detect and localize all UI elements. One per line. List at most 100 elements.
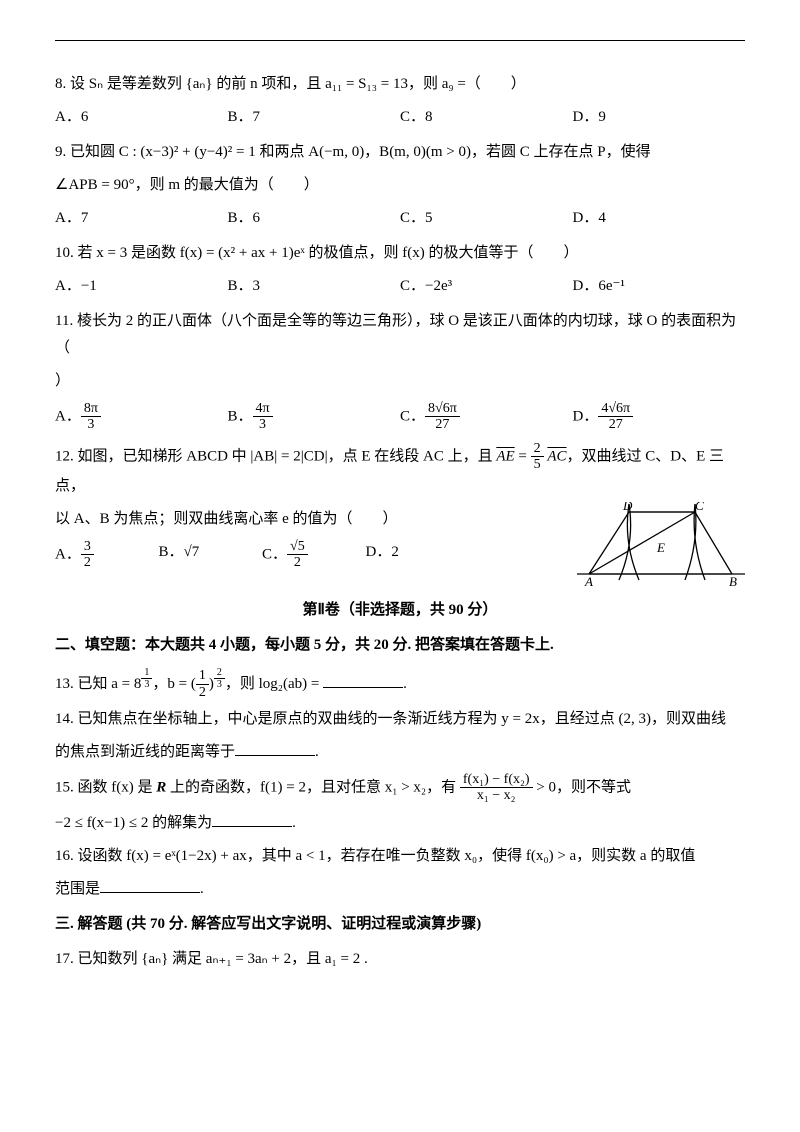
- q8-opt-c[interactable]: C．8: [400, 104, 573, 131]
- q11-line1: 11. 棱长为 2 的正八面体（八个面是全等的等边三角形），球 O 是该正八面体…: [55, 308, 745, 362]
- q15-blank[interactable]: [212, 812, 292, 827]
- q13-d: ，则 log₂(ab) =: [225, 676, 323, 692]
- q16-line2-wrap: 范围是.: [55, 876, 745, 903]
- q8-a-val: 6: [81, 109, 89, 125]
- q12-c-den: 2: [287, 555, 308, 570]
- q12-opt-a[interactable]: A．32: [55, 539, 159, 571]
- q10-opt-c[interactable]: C．−2e³: [400, 273, 573, 300]
- q15-line2-wrap: −2 ≤ f(x−1) ≤ 2 的解集为.: [55, 810, 745, 837]
- q10-a-val: −1: [81, 278, 97, 294]
- q10-c-val: −2e³: [425, 278, 452, 294]
- q14-blank[interactable]: [235, 741, 315, 756]
- q16-line1: 16. 设函数 f(x) = eˣ(1−2x) + ax，其中 a < 1，若存…: [55, 843, 745, 870]
- q12-frac-n: 2: [531, 441, 544, 457]
- q12-a-den: 2: [81, 555, 94, 570]
- q8-d-val: 9: [598, 109, 606, 125]
- q13-b: ，b = (: [152, 676, 195, 692]
- q15-R: R: [156, 779, 166, 795]
- q9-opt-c[interactable]: C．5: [400, 205, 573, 232]
- q11-options: A．8π3 B．4π3 C．8√6π27 D．4√6π27: [55, 401, 745, 433]
- q12-b-val: √7: [184, 544, 200, 560]
- section3-heading: 三. 解答题 (共 70 分. 解答应写出文字说明、证明过程或演算步骤): [55, 911, 745, 938]
- q10-opt-d[interactable]: D．6e⁻¹: [573, 273, 746, 300]
- q10-stem: 10. 若 x = 3 是函数 f(x) = (x² + ax + 1)eˣ 的…: [55, 240, 745, 267]
- q10-d-val: 6e⁻¹: [598, 278, 625, 294]
- q8-stem: 8. 设 Sₙ 是等差数列 {aₙ} 的前 n 项和，且 a₁₁ = S₁₃ =…: [55, 71, 745, 98]
- q11-opt-b[interactable]: B．4π3: [228, 401, 401, 433]
- q12-opt-b[interactable]: B．√7: [159, 539, 263, 571]
- q9-opt-a[interactable]: A．7: [55, 205, 228, 232]
- top-rule: [55, 40, 745, 41]
- q11-opt-d[interactable]: D．4√6π27: [573, 401, 746, 433]
- svg-text:C: C: [695, 502, 704, 513]
- q11-opt-c[interactable]: C．8√6π27: [400, 401, 573, 433]
- q8-b-val: 7: [253, 109, 261, 125]
- q13-blank[interactable]: [323, 673, 403, 688]
- section2-heading: 二、填空题：本大题共 4 小题，每小题 5 分，共 20 分. 把答案填在答题卡…: [55, 632, 745, 659]
- q12-d-val: 2: [391, 544, 399, 560]
- q14-line2-wrap: 的焦点到渐近线的距离等于.: [55, 739, 745, 766]
- q8-opt-d[interactable]: D．9: [573, 104, 746, 131]
- q11-opt-a[interactable]: A．8π3: [55, 401, 228, 433]
- q13-e2d: 3: [214, 679, 225, 690]
- q10-b-val: 3: [253, 278, 261, 294]
- q11-c-num: 8√6π: [425, 401, 460, 417]
- svg-text:D: D: [622, 502, 633, 513]
- q14-line2: 的焦点到渐近线的距离等于: [55, 744, 235, 760]
- q12-frac-d: 5: [531, 457, 544, 472]
- q11-a-num: 8π: [81, 401, 101, 417]
- q11-c-den: 27: [425, 417, 460, 432]
- q10-opt-a[interactable]: A．−1: [55, 273, 228, 300]
- q12-opt-c[interactable]: C．√52: [262, 539, 366, 571]
- q10-opt-b[interactable]: B．3: [228, 273, 401, 300]
- q11-d-den: 27: [598, 417, 633, 432]
- q12-line1: 12. 如图，已知梯形 ABCD 中 |AB| = 2|CD|，点 E 在线段 …: [55, 441, 745, 500]
- q13-a: 13. 已知 a = 8: [55, 676, 141, 692]
- svg-text:B: B: [729, 574, 737, 587]
- q11-d-num: 4√6π: [598, 401, 633, 417]
- q9-opt-d[interactable]: D．4: [573, 205, 746, 232]
- q9-line1: 9. 已知圆 C : (x−3)² + (y−4)² = 1 和两点 A(−m,…: [55, 139, 745, 166]
- q8-c-val: 8: [425, 109, 433, 125]
- q15-tail: .: [292, 815, 296, 831]
- q17-stem: 17. 已知数列 {aₙ} 满足 aₙ₊₁ = 3aₙ + 2，且 a₁ = 2…: [55, 946, 745, 973]
- q13-fd: 2: [196, 685, 209, 700]
- svg-text:A: A: [584, 574, 593, 587]
- q11-a-den: 3: [81, 417, 101, 432]
- q10-options: A．−1 B．3 C．−2e³ D．6e⁻¹: [55, 273, 745, 300]
- q8-opt-b[interactable]: B．7: [228, 104, 401, 131]
- q15-1a: 15. 函数 f(x) 是: [55, 779, 156, 795]
- q16-tail: .: [200, 881, 204, 897]
- q11-b-den: 3: [253, 417, 273, 432]
- q8-opt-a[interactable]: A．6: [55, 104, 228, 131]
- q13-e1n: 1: [141, 667, 152, 679]
- q15-1c: > 0，则不等式: [533, 779, 631, 795]
- q15-fd: x₁ − x₂: [460, 788, 533, 803]
- q9-options: A．7 B．6 C．5 D．4: [55, 205, 745, 232]
- section2-title: 第Ⅱ卷（非选择题，共 90 分）: [55, 597, 745, 624]
- q14-line1: 14. 已知焦点在坐标轴上，中心是原点的双曲线的一条渐近线方程为 y = 2x，…: [55, 706, 745, 733]
- q12-vec-ae: AE: [496, 448, 514, 464]
- q15-fn: f(x₁) − f(x₂): [460, 772, 533, 788]
- q13: 13. 已知 a = 813，b = (12)23，则 log₂(ab) = .: [55, 667, 745, 700]
- q13-fn: 1: [196, 668, 209, 684]
- q12-options: A．32 B．√7 C．√52 D．2: [55, 539, 469, 571]
- q9-c-val: 5: [425, 210, 433, 226]
- q12-vec-ac: AC: [547, 448, 566, 464]
- q13-e2n: 2: [214, 667, 225, 679]
- q12-opt-d[interactable]: D．2: [366, 539, 470, 571]
- q9-opt-b[interactable]: B．6: [228, 205, 401, 232]
- q13-tail: .: [403, 676, 407, 692]
- q16-blank[interactable]: [100, 878, 200, 893]
- q9-line2: ∠APB = 90°，则 m 的最大值为（ ）: [55, 172, 745, 199]
- q9-a-val: 7: [81, 210, 89, 226]
- q12-a-num: 3: [81, 539, 94, 555]
- q11-line2: ）: [55, 368, 745, 395]
- q12-c-num: √5: [287, 539, 308, 555]
- q15-1b: 上的奇函数，f(1) = 2，且对任意 x₁ > x₂，有: [166, 779, 460, 795]
- q15-line1: 15. 函数 f(x) 是 R 上的奇函数，f(1) = 2，且对任意 x₁ >…: [55, 772, 745, 804]
- q16-line2: 范围是: [55, 881, 100, 897]
- q9-b-val: 6: [253, 210, 261, 226]
- q11-b-num: 4π: [253, 401, 273, 417]
- q12-diagram: A B C D E: [577, 502, 745, 587]
